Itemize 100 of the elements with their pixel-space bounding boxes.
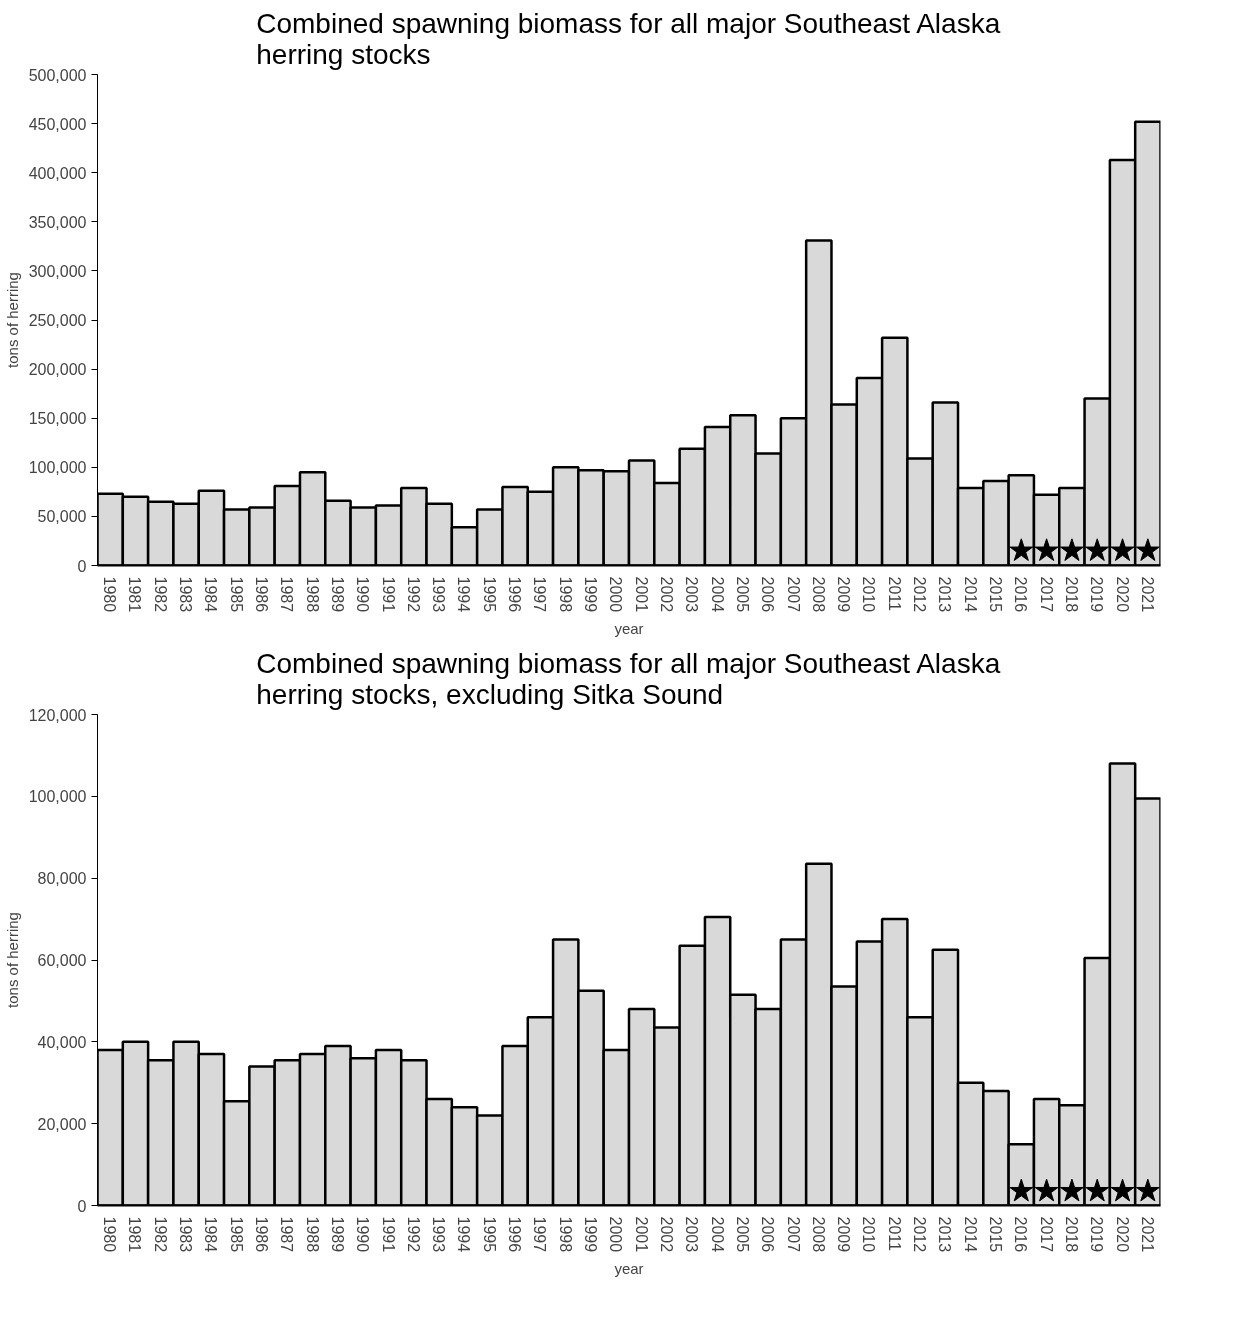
x-tick-label: 2007: [784, 1216, 802, 1253]
x-tick-label: 2008: [809, 1216, 827, 1253]
x-tick-label: 1990: [354, 1216, 372, 1253]
x-tick-label: 2021: [1138, 1216, 1156, 1253]
x-tick-label: 1997: [531, 1216, 549, 1253]
x-tick-label: 2003: [683, 576, 701, 613]
y-tick-label: 120,000: [28, 706, 87, 724]
y-tick-label: 80,000: [37, 870, 87, 888]
x-tick-label: 2021: [1138, 576, 1156, 613]
x-tick-label: 2013: [936, 576, 954, 613]
x-tick-label: 1995: [480, 1216, 498, 1253]
y-tick-label: 0: [77, 1197, 87, 1215]
x-tick-label: 1981: [126, 576, 144, 613]
x-tick-label: 2015: [986, 576, 1004, 613]
x-tick-label: 1992: [404, 1216, 422, 1253]
x-tick-label: 2018: [1062, 576, 1080, 613]
chart-title: Combined spawning biomass for all major Southeast Alaska herring stocks: [256, 7, 1001, 70]
y-tick-label: 40,000: [37, 1033, 87, 1051]
y-tick-label: 60,000: [37, 952, 87, 969]
x-tick-label: 2013: [936, 1216, 954, 1253]
x-tick-label: 1980: [101, 1216, 119, 1253]
x-tick-label: 2016: [1012, 576, 1030, 613]
x-tick-label: 1983: [177, 576, 195, 613]
y-tick-label: 100,000: [28, 459, 87, 477]
x-tick-label: 1999: [582, 576, 600, 613]
x-tick-label: 1996: [506, 1216, 524, 1253]
x-tick-label: 2011: [885, 576, 903, 612]
y-tick-label: 300,000: [28, 262, 87, 280]
x-tick-label: 1984: [202, 576, 220, 613]
x-tick-label: 2017: [1037, 1216, 1055, 1253]
x-tick-label: 1997: [531, 576, 549, 613]
x-tick-label: 2014: [961, 576, 979, 613]
x-tick-label: 1993: [430, 1216, 448, 1253]
y-tick-label: 100,000: [28, 788, 87, 806]
x-tick-label: 1986: [253, 1216, 271, 1253]
x-tick-label: 2009: [835, 1216, 853, 1253]
x-tick-label: 2019: [1088, 1216, 1106, 1253]
x-tick-label: 2002: [657, 1216, 675, 1253]
x-tick-label: 2004: [708, 1216, 726, 1253]
x-tick-label: 2015: [986, 1216, 1004, 1253]
x-tick-label: 2001: [632, 1216, 650, 1253]
x-tick-label: 2008: [809, 576, 827, 613]
x-tick-label: 1989: [328, 576, 346, 613]
x-tick-label: 1991: [379, 1216, 397, 1253]
x-axis-title: year: [614, 620, 644, 638]
x-tick-label: 2006: [759, 1216, 777, 1253]
x-tick-label: 2004: [708, 576, 726, 613]
x-tick-label: 1982: [151, 1216, 169, 1253]
x-tick-label: 2005: [733, 576, 751, 613]
x-tick-label: 1994: [455, 576, 473, 613]
y-tick-label: 350,000: [28, 213, 87, 231]
x-tick-label: 1998: [556, 1216, 574, 1253]
y-tick-label: 150,000: [28, 410, 87, 428]
y-tick-label: 50,000: [37, 508, 87, 526]
y-tick-label: 450,000: [28, 115, 87, 133]
y-axis-title: tons of herring: [3, 912, 21, 1008]
x-tick-label: 2003: [683, 1216, 701, 1253]
x-tick-label: 1981: [126, 1216, 144, 1253]
x-tick-label: 1984: [202, 1216, 220, 1253]
x-tick-label: 2014: [961, 1216, 979, 1253]
y-axis-title: tons of herring: [3, 272, 21, 368]
x-tick-label: 1996: [506, 576, 524, 613]
y-tick-label: 0: [77, 557, 87, 575]
x-tick-label: 2010: [860, 576, 878, 613]
x-tick-label: 2000: [607, 576, 625, 613]
y-tick-label: 200,000: [28, 361, 87, 379]
y-tick-label: 20,000: [37, 1115, 87, 1133]
x-tick-label: 1989: [328, 1216, 346, 1253]
x-axis-title: year: [614, 1260, 644, 1278]
x-tick-label: 1999: [582, 1216, 600, 1253]
x-tick-label: 1985: [227, 576, 245, 613]
x-tick-label: 2001: [632, 576, 650, 613]
x-tick-label: 1988: [303, 576, 321, 613]
x-tick-label: 1983: [177, 1216, 195, 1253]
x-tick-label: 1982: [151, 576, 169, 613]
x-tick-label: 1992: [404, 576, 422, 613]
x-tick-label: 2020: [1113, 1216, 1131, 1253]
y-tick-label: 500,000: [28, 66, 87, 84]
x-tick-label: 2018: [1062, 1216, 1080, 1253]
x-tick-label: 2010: [860, 1216, 878, 1253]
y-tick-label: 250,000: [28, 312, 87, 329]
x-tick-label: 2019: [1088, 576, 1106, 613]
x-tick-label: 1994: [455, 1216, 473, 1253]
x-tick-label: 2012: [911, 576, 929, 613]
x-tick-label: 1995: [480, 576, 498, 613]
x-tick-label: 2012: [911, 1216, 929, 1253]
x-tick-label: 1987: [278, 1216, 296, 1253]
x-tick-label: 1988: [303, 1216, 321, 1253]
x-tick-label: 1985: [227, 1216, 245, 1253]
x-tick-label: 1987: [278, 576, 296, 613]
x-tick-label: 2002: [657, 576, 675, 613]
x-tick-label: 2017: [1037, 576, 1055, 613]
x-tick-label: 2020: [1113, 576, 1131, 613]
x-tick-label: 2016: [1012, 1216, 1030, 1253]
x-tick-label: 1980: [101, 576, 119, 613]
x-tick-label: 1991: [379, 576, 397, 613]
x-tick-label: 1986: [253, 576, 271, 613]
x-tick-label: 1990: [354, 576, 372, 613]
x-tick-label: 1993: [430, 576, 448, 613]
x-tick-label: 2009: [835, 576, 853, 613]
